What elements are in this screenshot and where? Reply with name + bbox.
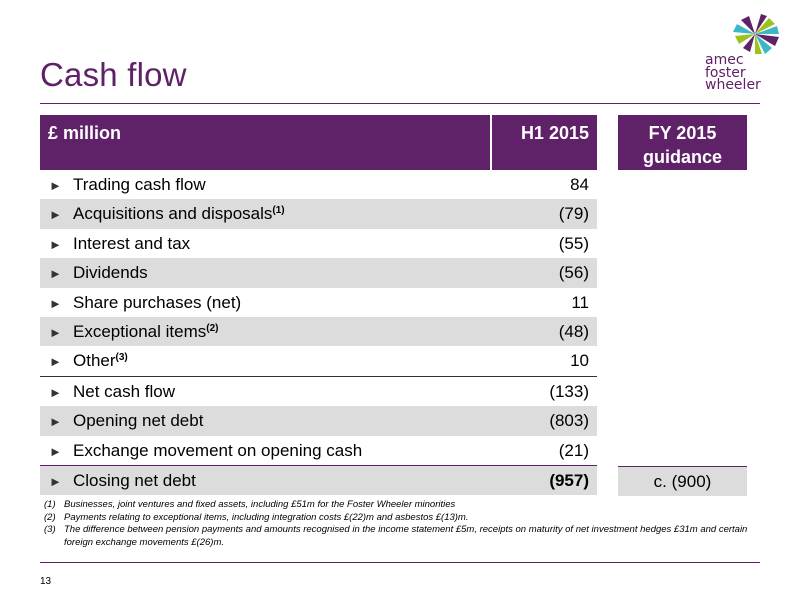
table-row: ► Acquisitions and disposals(1) (79) <box>40 199 597 229</box>
row-label-text: Interest and tax <box>73 233 191 253</box>
row-label: ► Exchange movement on opening cash <box>49 436 362 466</box>
footnote-ref: (2) <box>206 322 219 334</box>
row-value: (79) <box>558 204 589 224</box>
footnote-number: (2) <box>44 511 56 523</box>
table-row: ► Other(3) 10 <box>40 346 597 375</box>
row-value: (55) <box>558 233 589 253</box>
row-label: ► Exceptional items(2) <box>49 317 218 347</box>
triangle-right-icon: ► <box>49 207 62 223</box>
row-label-text: Trading cash flow <box>73 175 206 194</box>
row-value: (803) <box>549 411 589 431</box>
row-label-text: Opening net debt <box>73 411 204 431</box>
table-header: £ million H1 2015 FY 2015 guidance <box>40 115 747 170</box>
triangle-right-icon: ► <box>49 324 62 340</box>
table-row: ► Exceptional items(2) (48) <box>40 316 597 347</box>
header-h1-2015: H1 2015 <box>492 115 597 170</box>
row-value: 84 <box>570 175 589 194</box>
footnote-ref: (3) <box>115 352 128 364</box>
footer-divider <box>40 562 760 563</box>
logo-word-1: amec <box>705 52 744 68</box>
footnotes: (1) Businesses, joint ventures and fixed … <box>44 499 764 549</box>
row-value: (133) <box>549 381 589 401</box>
table-row: ► Dividends (56) <box>40 258 597 288</box>
row-label-text: Acquisitions and disposals <box>73 204 273 224</box>
triangle-right-icon: ► <box>49 414 62 430</box>
triangle-right-icon: ► <box>49 236 62 252</box>
triangle-right-icon: ► <box>49 354 62 370</box>
page-title: Cash flow <box>40 56 187 93</box>
triangle-right-icon: ► <box>49 295 62 311</box>
row-label-text: Other <box>73 351 116 371</box>
table-row: ► Exchange movement on opening cash (21) <box>40 436 597 465</box>
closing-guidance-value: c. (900) <box>618 466 747 496</box>
triangle-right-icon: ► <box>49 384 62 400</box>
footnote: (1) Businesses, joint ventures and fixed … <box>44 499 764 512</box>
logo-mark-icon <box>733 14 779 54</box>
footnote-ref: (1) <box>272 205 285 217</box>
row-value: (48) <box>558 321 589 341</box>
row-label-text: Closing net debt <box>73 470 196 490</box>
table-row: ► Net cash flow (133) <box>40 375 597 407</box>
row-label: ► Acquisitions and disposals(1) <box>49 199 285 229</box>
row-label: ► Interest and tax <box>49 229 190 259</box>
triangle-right-icon: ► <box>49 473 62 489</box>
row-value: 10 <box>570 351 589 371</box>
footnote-text: Businesses, joint ventures and fixed ass… <box>64 499 456 510</box>
triangle-right-icon: ► <box>49 266 62 282</box>
page-number: 13 <box>40 576 52 587</box>
footnote-number: (3) <box>44 524 56 536</box>
row-label: ► Other(3) <box>49 346 128 376</box>
footnote-text: Payments relating to exceptional items, … <box>64 511 469 523</box>
triangle-right-icon: ► <box>49 443 62 459</box>
company-logo: amec foster wheeler <box>703 12 793 96</box>
header-fy-guidance: FY 2015 guidance <box>618 115 747 170</box>
table-row: ► Interest and tax (55) <box>40 229 597 258</box>
row-value: (56) <box>558 263 589 283</box>
footnote-number: (1) <box>44 499 56 510</box>
row-value: 11 <box>571 292 589 312</box>
triangle-right-icon: ► <box>49 178 62 193</box>
row-label: ► Opening net debt <box>49 406 203 436</box>
row-label-text: Net cash flow <box>73 381 176 401</box>
header-label: £ million <box>40 115 490 170</box>
row-label-text: Dividends <box>73 263 148 283</box>
row-value: (21) <box>558 440 589 460</box>
table-row: ► Opening net debt (803) <box>40 406 597 436</box>
row-label: ► Share purchases (net) <box>49 288 241 318</box>
row-value: (957) <box>549 470 589 490</box>
logo-word-2: foster <box>705 64 746 81</box>
row-label: ► Closing net debt <box>49 466 196 496</box>
row-label: ► Dividends <box>49 258 148 288</box>
table-row: ► Closing net debt (957) <box>40 464 597 496</box>
logo-word-3: wheeler <box>705 77 761 93</box>
cash-flow-table: £ million H1 2015 FY 2015 guidance ► Trad… <box>40 115 747 496</box>
title-divider <box>40 103 760 104</box>
footnote-text: The difference between pension payments … <box>64 524 748 548</box>
row-label: ► Net cash flow <box>49 377 175 407</box>
table-body: ► Trading cash flow 84 ► Acquisitions and di… <box>40 170 597 496</box>
table-row: ► Share purchases (net) 11 <box>40 288 597 317</box>
row-label-text: Exchange movement on opening cash <box>73 440 363 460</box>
row-label-text: Share purchases (net) <box>73 292 242 312</box>
row-label: ► Trading cash flow <box>49 170 206 200</box>
footnote: (3) The difference between pension paymen… <box>44 524 764 549</box>
row-label-text: Exceptional items <box>73 321 207 341</box>
table-row: ► Trading cash flow 84 <box>40 170 597 199</box>
footnote: (2) Payments relating to exceptional item… <box>44 512 764 525</box>
